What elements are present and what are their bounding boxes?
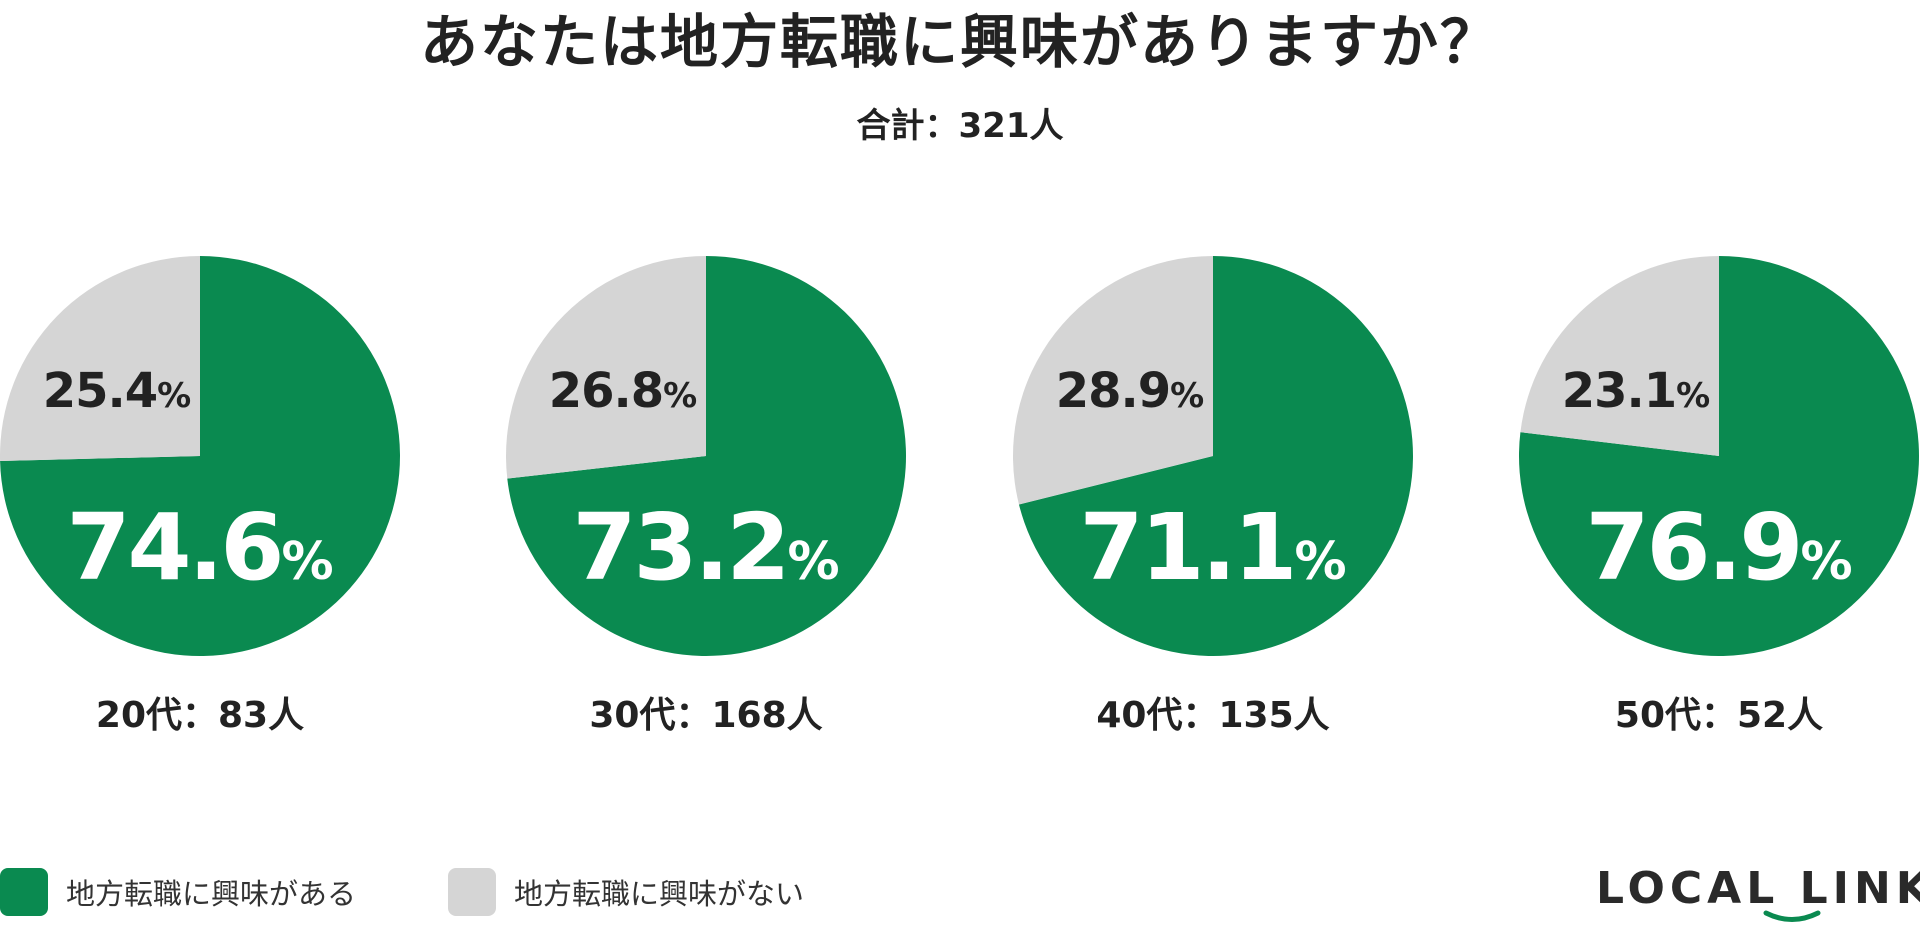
logo-text: LOCAL LINK — [1596, 863, 1920, 914]
pie-slice-yes — [0, 256, 400, 657]
pie-label-no: 28.9% — [1056, 363, 1205, 419]
chart-title: あなたは地方転職に興味がありますか？ — [419, 8, 1500, 76]
legend-swatch-yes — [0, 868, 48, 916]
pie-unit-yes: % — [787, 532, 839, 592]
pie-label-yes: 76.9% — [1585, 494, 1852, 601]
pie-slice-no — [0, 256, 200, 462]
pie-chart-4: 76.9%23.1%50代：52人 — [1518, 255, 1919, 736]
pie-value-no: 26.8 — [549, 363, 663, 419]
pie-value-yes: 73.2 — [572, 494, 787, 601]
pie-value-yes: 74.6 — [66, 494, 281, 601]
pie-value-no: 28.9 — [1056, 363, 1170, 419]
pie-unit-no: % — [1170, 376, 1204, 416]
pie-slice-yes — [1018, 256, 1413, 656]
legend-label-yes: 地方転職に興味がある — [66, 877, 357, 911]
pie-label-yes: 73.2% — [572, 494, 839, 601]
legend-swatch-no — [448, 868, 496, 916]
pie-label-yes: 74.6% — [66, 494, 333, 601]
pie-value-no: 25.4 — [43, 363, 157, 419]
pie-slice-no — [1520, 255, 1719, 456]
local-link-logo: LOCAL LINK — [1596, 862, 1920, 924]
pie-label-no: 23.1% — [1562, 363, 1711, 419]
pie-group-label: 40代：135人 — [1096, 695, 1329, 736]
pie-slice-yes — [507, 256, 907, 657]
pie-value-no: 23.1 — [1562, 363, 1676, 419]
pie-label-no: 26.8% — [549, 363, 698, 419]
pie-chart-2: 73.2%26.8%30代：168人 — [506, 256, 907, 736]
legend-label-no: 地方転職に興味がない — [514, 877, 805, 911]
total-respondents: 合計：321人 — [856, 106, 1064, 146]
pie-value-yes: 71.1 — [1079, 494, 1294, 601]
pie-group-label: 20代：83人 — [96, 695, 304, 736]
pie-unit-no: % — [157, 376, 191, 416]
pie-unit-yes: % — [281, 532, 333, 592]
pie-chart-1: 74.6%25.4%20代：83人 — [0, 256, 400, 736]
pie-value-yes: 76.9 — [1585, 494, 1800, 601]
pie-slice-no — [506, 256, 706, 479]
pie-group-label: 50代：52人 — [1615, 695, 1823, 736]
pie-group-label: 30代：168人 — [589, 695, 822, 736]
pie-unit-no: % — [663, 376, 697, 416]
pie-unit-yes: % — [1294, 532, 1346, 592]
pie-label-no: 25.4% — [43, 363, 192, 419]
legend-item-no: 地方転職に興味がない — [448, 868, 804, 916]
logo-smile-icon — [1763, 910, 1821, 922]
pie-label-yes: 71.1% — [1079, 494, 1346, 601]
pie-unit-yes: % — [1800, 532, 1852, 592]
legend-item-yes: 地方転職に興味がある — [0, 868, 356, 916]
pie-chart-3: 71.1%28.9%40代：135人 — [1012, 256, 1413, 736]
pie-unit-no: % — [1676, 376, 1710, 416]
pie-slice-yes — [1518, 256, 1919, 657]
pie-slice-no — [1012, 256, 1213, 505]
